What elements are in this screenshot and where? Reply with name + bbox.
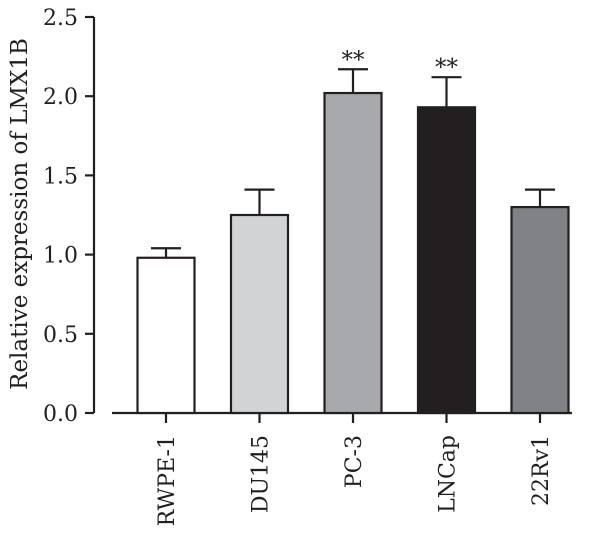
y-tick-label: 2.0 (43, 85, 78, 110)
x-axis-labels: RWPE-1 DU145 PC-3 LNCap 22Rv1 (155, 413, 554, 526)
x-category-label: RWPE-1 (155, 435, 180, 526)
significance-marker: ** (435, 55, 459, 81)
y-tick-label: 0.5 (43, 323, 78, 348)
y-tick-label: 0.0 (43, 402, 78, 427)
x-category-label: 22Rv1 (529, 435, 554, 506)
bar (510, 205, 570, 415)
error-bars (151, 68, 555, 258)
x-category-label: DU145 (249, 435, 274, 513)
significance-marker: ** (342, 47, 366, 73)
bar (136, 256, 196, 415)
bars (136, 91, 570, 415)
y-tick-label: 1.5 (43, 164, 78, 189)
significance-markers: ** ** (342, 47, 459, 81)
y-tick-label: 1.0 (43, 244, 78, 269)
y-axis-ticks: 0.0 0.5 1.0 1.5 2.0 2.5 (43, 6, 94, 427)
bar (229, 213, 290, 415)
x-category-label: PC-3 (342, 435, 367, 488)
bar (323, 91, 383, 415)
y-axis-title: Relative expression of LMX1B (7, 38, 33, 390)
x-category-label: LNCap (436, 435, 461, 513)
y-tick-label: 2.5 (43, 6, 78, 31)
bar (416, 106, 477, 415)
